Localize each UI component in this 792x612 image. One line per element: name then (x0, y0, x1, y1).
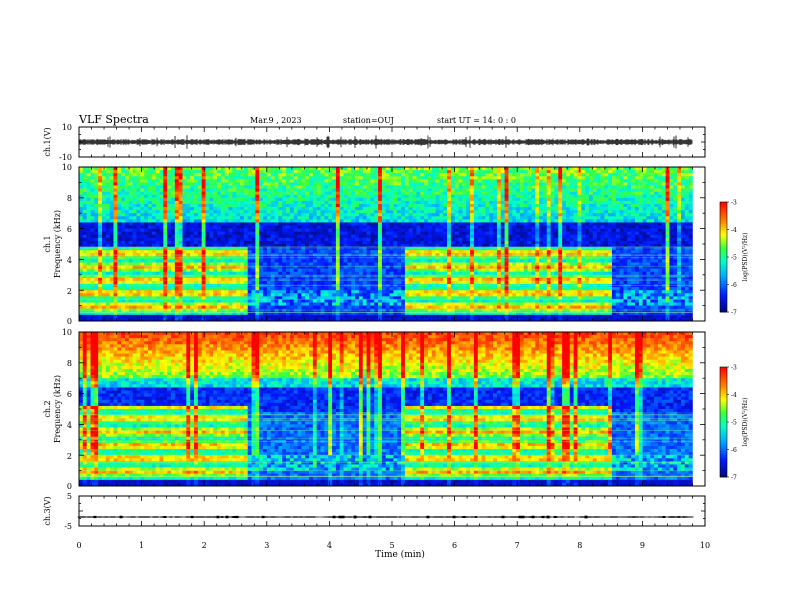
ch1-waveform-ytick-bottom: -10 (59, 153, 72, 162)
ch2-ytick-4: 4 (67, 421, 72, 430)
colorbar-tick: -5 (731, 420, 737, 427)
ch1-waveform-panel: 10 -10 ch.1(V) (43, 123, 706, 162)
ch2-ytick-10: 10 (62, 328, 72, 337)
colorbar-tick: -6 (731, 282, 737, 289)
ch1-waveform-trace (78, 135, 693, 149)
ch2-colorbar: -3 -4 -5 -6 -7 log(PSD)(V²/Hz) (719, 365, 749, 482)
time-tick-label: 3 (264, 541, 269, 550)
ch1-ytick-0: 0 (67, 317, 72, 326)
time-tick-label: 9 (640, 541, 645, 550)
ch2-ytick-6: 6 (67, 390, 72, 399)
ch3-waveform-axis-ticks (78, 495, 706, 527)
colorbar-tick: -3 (731, 365, 737, 372)
figure-title: VLF Spectra (78, 113, 149, 126)
colorbar-label: log(PSD)(V²/Hz) (742, 398, 749, 447)
ch1-spectrogram-heatmap (79, 167, 693, 322)
ch1-waveform-ytick-top: 10 (62, 123, 72, 132)
colorbar-tick: -5 (731, 255, 737, 262)
time-axis-label: Time (min) (375, 549, 425, 560)
start-time-label: start UT = 14: 0 : 0 (437, 116, 516, 125)
ch3-waveform-frame (78, 495, 706, 527)
ch1-waveform-frame (78, 126, 706, 158)
time-tick-label: 6 (452, 541, 457, 550)
ch3-ytick-minus5: -5 (64, 522, 72, 531)
time-tick-label: 8 (577, 541, 582, 550)
ch1-spectrogram-frame (78, 166, 706, 322)
ch2-spectrogram-panel: 10 8 6 4 2 0 ch.2Frequency (kHz) (43, 328, 706, 491)
ch3-waveform-ylabel: ch.3(V) (43, 496, 52, 525)
ch1-ytick-4: 4 (67, 256, 72, 265)
ch1-ytick-10: 10 (62, 163, 72, 172)
ch2-spectrogram-heatmap (79, 332, 693, 487)
ch2-spectrogram-frame (78, 331, 706, 487)
ch2-ytick-2: 2 (67, 452, 72, 461)
ch1-waveform-ylabel: ch.1(V) (43, 127, 52, 156)
time-tick-label: 2 (202, 541, 207, 550)
date-label: Mar.9 , 2023 (250, 116, 302, 125)
colorbar-tick: -4 (731, 227, 737, 234)
colorbar-tick: -3 (731, 200, 737, 207)
ch1-ytick-8: 8 (67, 194, 72, 203)
station-label: station=OUJ (343, 116, 394, 125)
colorbar-tick: -4 (731, 392, 737, 399)
time-axis: 0 1 2 3 4 5 6 7 8 9 10 (76, 541, 710, 550)
ch3-waveform-trace (77, 515, 694, 519)
ch1-spectrogram-ylabel: ch.1Frequency (kHz) (43, 210, 62, 278)
ch2-spectrogram-ylabel: ch.2Frequency (kHz) (43, 375, 62, 443)
colorbar-label: log(PSD)(V²/Hz) (742, 233, 749, 282)
time-tick-label: 1 (139, 541, 144, 550)
ch1-colorbar: -3 -4 -5 -6 -7 log(PSD)(V²/Hz) (719, 200, 749, 317)
colorbar-tick: -6 (731, 447, 737, 454)
ch3-ytick-5: 5 (67, 492, 72, 501)
ch2-ytick-8: 8 (67, 359, 72, 368)
ch2-ytick-0: 0 (67, 482, 72, 491)
time-tick-label: 4 (327, 541, 332, 550)
colorbar-tick: -7 (731, 310, 737, 317)
ch1-ytick-6: 6 (67, 225, 72, 234)
time-tick-label: 5 (389, 541, 394, 550)
ch1-ytick-2: 2 (67, 287, 72, 296)
time-tick-label: 7 (515, 541, 520, 550)
ch3-waveform-panel: 5 -5 ch.3(V) (43, 492, 706, 531)
ch1-spectrogram-panel: 10 8 6 4 2 0 ch.1Frequency (kHz) (43, 163, 706, 326)
time-tick-label: 10 (700, 541, 710, 550)
colorbar-tick: -7 (731, 475, 737, 482)
time-tick-label: 0 (76, 541, 81, 550)
